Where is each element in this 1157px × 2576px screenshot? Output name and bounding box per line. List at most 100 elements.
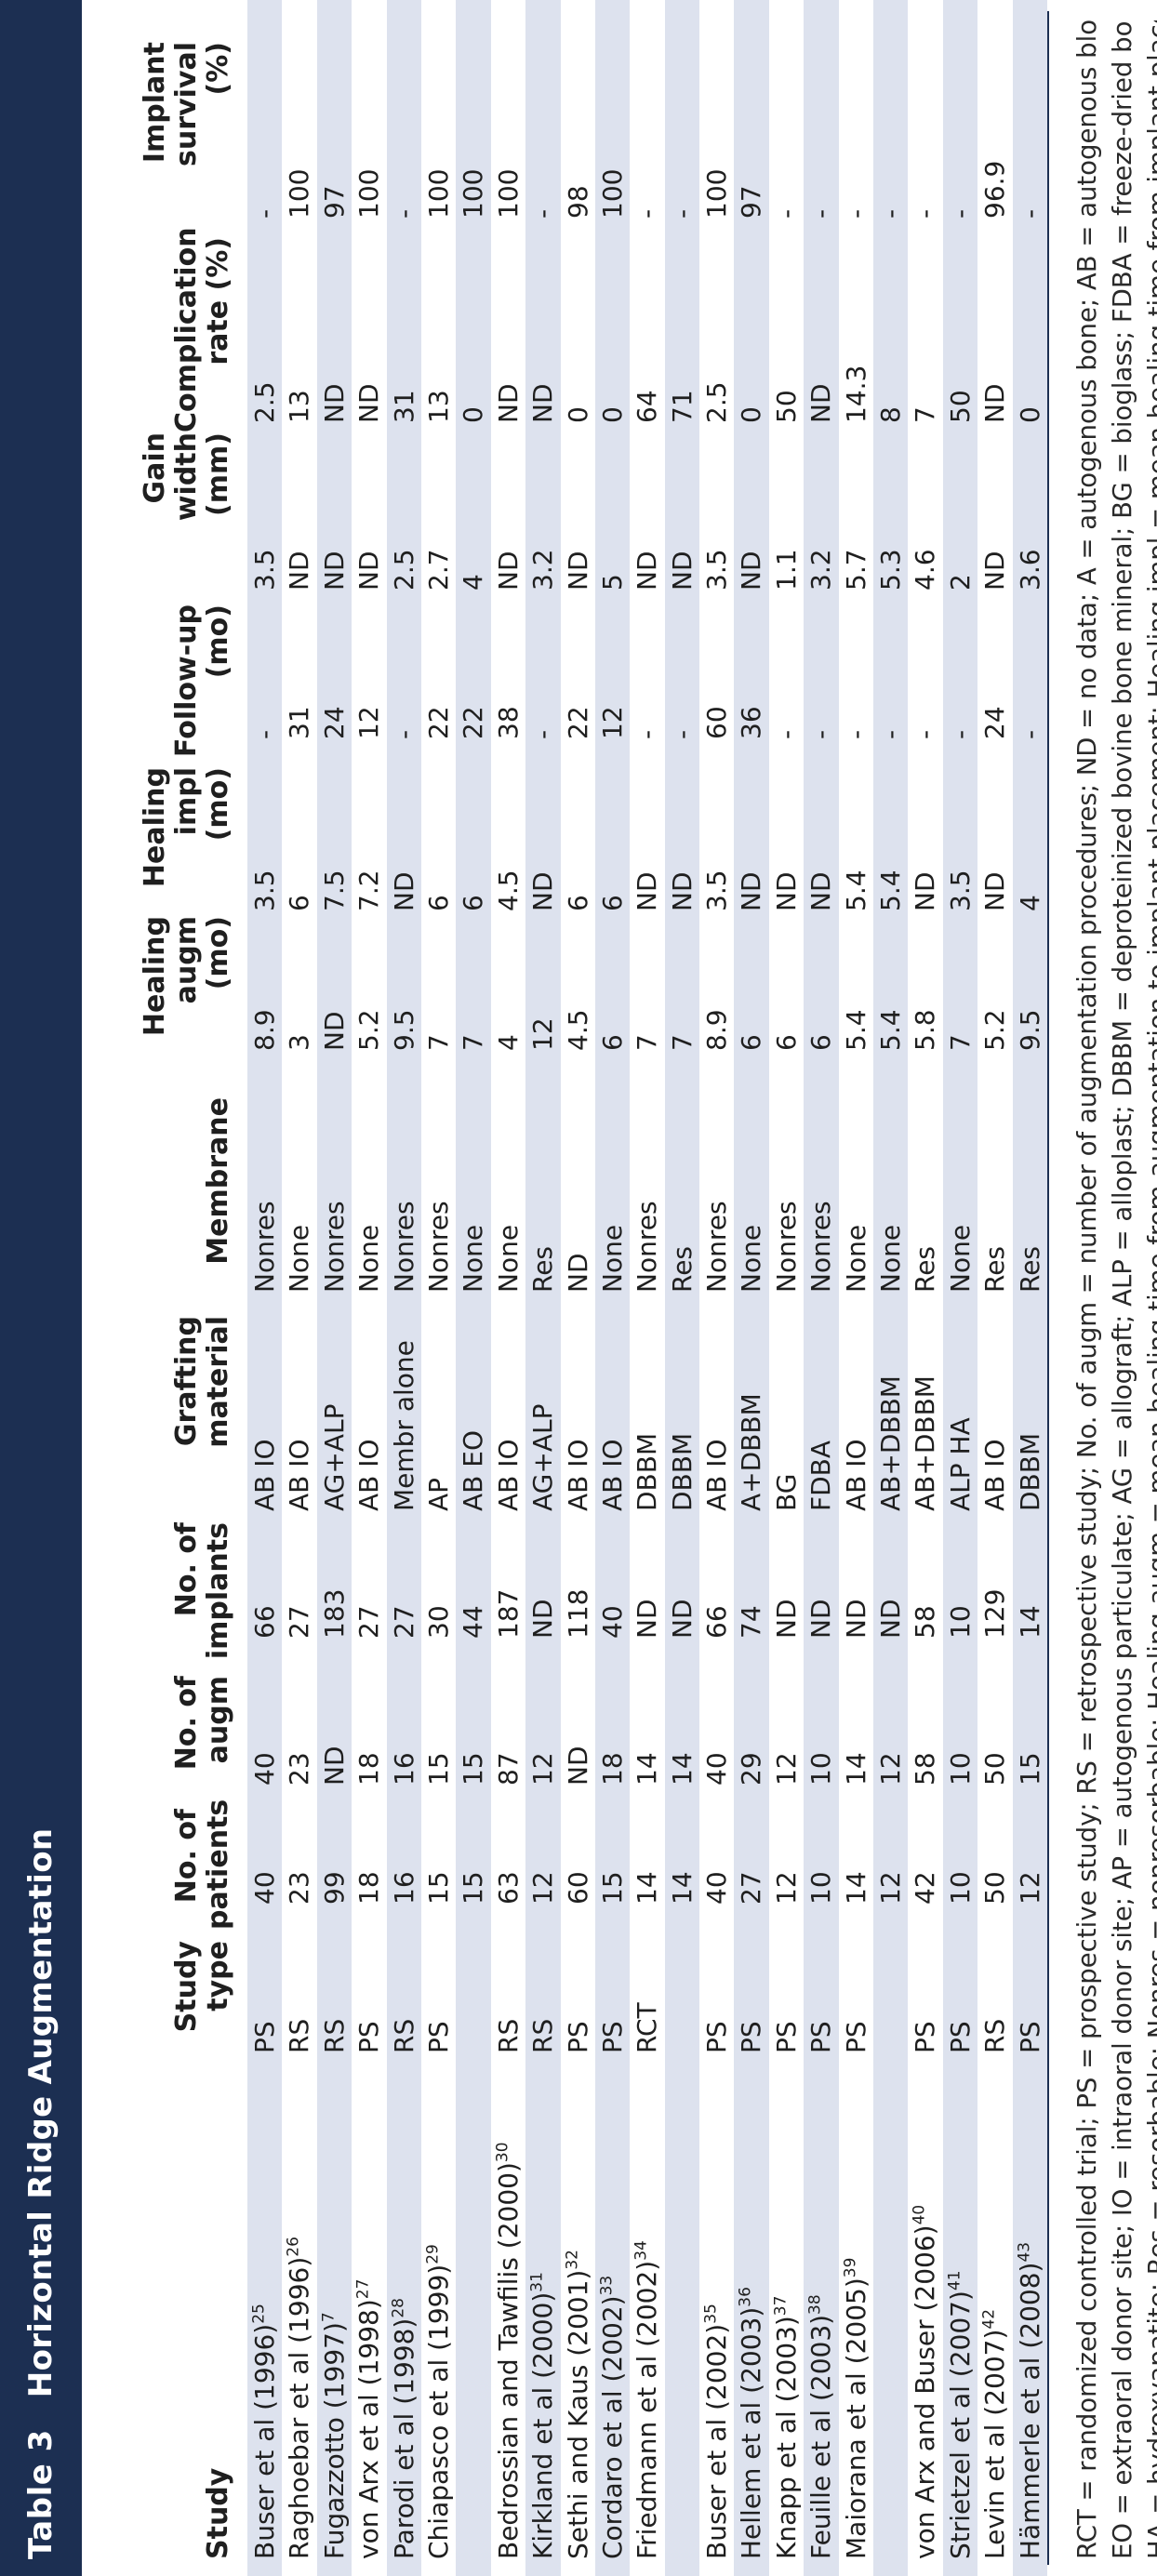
cell-augm: 29 bbox=[736, 1752, 767, 1786]
cell-patients: 40 bbox=[249, 1871, 280, 1905]
cell-material: BG bbox=[770, 1473, 802, 1511]
table-title: Horizontal Ridge Augmentation bbox=[22, 1827, 60, 2398]
reference-superscript: 36 bbox=[737, 2287, 756, 2307]
cell-patients: 12 bbox=[875, 1871, 907, 1905]
cell-augm: 10 bbox=[805, 1752, 837, 1786]
cell-study: Hämmerle et al (2008)43 bbox=[1014, 2241, 1045, 2559]
cell-augm: 12 bbox=[527, 1752, 559, 1786]
cell-patients: 10 bbox=[944, 1871, 976, 1905]
cell-membrane: None bbox=[736, 1224, 767, 1293]
cell-heal-impl: 7.5 bbox=[318, 870, 350, 911]
cell-patients: 50 bbox=[979, 1871, 1011, 1905]
cell-follow: 31 bbox=[284, 706, 315, 739]
cell-patients: 23 bbox=[284, 1871, 315, 1905]
cell-heal-augm: 7 bbox=[458, 1034, 489, 1051]
cell-complication: 0 bbox=[458, 406, 489, 423]
cell-patients: 63 bbox=[492, 1871, 524, 1905]
cell-material: AG+ALP bbox=[318, 1403, 350, 1511]
cell-heal-augm: 5.4 bbox=[840, 1009, 871, 1051]
cell-heal-impl: 3.5 bbox=[944, 870, 976, 911]
data-table: Study Study type No. of patients No. of augm No… bbox=[82, 0, 1049, 2576]
cell-survival: 100 bbox=[422, 168, 454, 219]
cell-heal-impl: 3.5 bbox=[701, 870, 733, 911]
cell-material: AB IO bbox=[492, 1439, 524, 1511]
cell-type: PS bbox=[805, 2021, 837, 2053]
reference-superscript: 31 bbox=[527, 2272, 547, 2292]
cell-gain: 3.2 bbox=[805, 549, 837, 591]
cell-complication: ND bbox=[492, 383, 524, 423]
cell-gain: ND bbox=[353, 551, 385, 591]
cell-gain: 2 bbox=[944, 574, 976, 591]
cell-heal-augm: 6 bbox=[805, 1034, 837, 1051]
reference-superscript: 7 bbox=[319, 2312, 339, 2323]
cell-heal-impl: 6 bbox=[284, 895, 315, 911]
cell-follow: - bbox=[875, 729, 907, 739]
cell-material: AB IO bbox=[284, 1439, 315, 1511]
cell-follow: 22 bbox=[422, 706, 454, 739]
cell-complication: ND bbox=[979, 383, 1011, 423]
cell-study: Chiapasco et al (1999)29 bbox=[422, 2244, 454, 2559]
cell-implants: 44 bbox=[458, 1605, 489, 1639]
cell-membrane: Res bbox=[666, 1245, 698, 1293]
cell-implants: ND bbox=[875, 1599, 907, 1639]
cell-heal-augm: 5.2 bbox=[353, 1009, 385, 1051]
cell-patients: 12 bbox=[527, 1871, 559, 1905]
cell-patients: 40 bbox=[701, 1871, 733, 1905]
cell-study: Fugazzotto (1997)7 bbox=[318, 2312, 350, 2559]
cell-patients: 15 bbox=[458, 1871, 489, 1905]
cell-heal-augm: 6 bbox=[736, 1034, 767, 1051]
cell-material: AB+DBBM bbox=[910, 1375, 941, 1511]
table-row: Feuille et al (2003)38 PS 10 10 ND FDBA Nonres… bbox=[804, 0, 839, 2576]
table-body: Buser et al (1996)25 PS 40 40 66 AB IO Nonres 8… bbox=[247, 0, 1047, 2576]
cell-membrane: Nonres bbox=[770, 1201, 802, 1293]
table-row: Levin et al (2007)42 RS 50 50 129 AB IO Res 5.2… bbox=[977, 0, 1013, 2576]
cell-survival: 100 bbox=[458, 168, 489, 219]
cell-study: Sethi and Kaus (2001)32 bbox=[562, 2250, 593, 2559]
cell-type: PS bbox=[1014, 2021, 1045, 2053]
table-row: Strietzel et al (2007)41 PS 10 10 10 ALP HA No… bbox=[942, 0, 978, 2576]
cell-material: DBBM bbox=[632, 1432, 663, 1511]
cell-heal-augm: 7 bbox=[944, 1034, 976, 1051]
reference-superscript: 27 bbox=[353, 2278, 373, 2300]
cell-type: PS bbox=[944, 2021, 976, 2053]
cell-survival: 100 bbox=[492, 168, 524, 219]
cell-augm: ND bbox=[562, 1746, 593, 1786]
footnote-line: RCT = randomized controlled trial; PS = … bbox=[1072, 20, 1102, 2559]
column-header-patients: No. of patients bbox=[170, 1799, 234, 1930]
cell-heal-impl: ND bbox=[770, 871, 802, 911]
cell-study: Maiorana et al (2005)39 bbox=[840, 2257, 871, 2559]
cell-survival: - bbox=[875, 208, 907, 219]
cell-patients: 42 bbox=[910, 1871, 941, 1905]
cell-heal-impl: 5.4 bbox=[840, 870, 871, 911]
cell-implants: 14 bbox=[1014, 1605, 1045, 1639]
cell-augm: 40 bbox=[701, 1752, 733, 1786]
cell-complication: 14.3 bbox=[840, 365, 871, 423]
column-header-heal-impl: Healing impl (mo) bbox=[139, 767, 234, 888]
table-row: Hämmerle et al (2008)43 PS 12 15 14 DBBM Res 9.… bbox=[1012, 0, 1047, 2576]
cell-type: RS bbox=[388, 2018, 419, 2053]
cell-material: AB EO bbox=[458, 1430, 489, 1511]
cell-survival: - bbox=[910, 208, 941, 219]
table-row: Buser et al (2002)35 PS 40 40 66 AB IO Nonres 8… bbox=[699, 0, 735, 2576]
cell-heal-augm: 8.9 bbox=[701, 1009, 733, 1051]
cell-complication: 2.5 bbox=[249, 381, 280, 423]
reference-superscript: 40 bbox=[911, 2204, 930, 2225]
reference-superscript: 43 bbox=[1015, 2241, 1034, 2263]
cell-survival: 100 bbox=[701, 168, 733, 219]
cell-complication: 50 bbox=[770, 390, 802, 423]
cell-complication: ND bbox=[353, 383, 385, 423]
cell-material: AB IO bbox=[840, 1439, 871, 1511]
cell-augm: ND bbox=[318, 1746, 350, 1786]
cell-heal-augm: 7 bbox=[422, 1034, 454, 1051]
cell-survival: - bbox=[944, 208, 976, 219]
cell-follow: - bbox=[249, 729, 280, 739]
cell-implants: 30 bbox=[422, 1605, 454, 1639]
cell-implants: ND bbox=[666, 1599, 698, 1639]
table-row: Raghoebar et al (1996)26 RS 23 23 27 AB IO Non… bbox=[282, 0, 317, 2576]
cell-augm: 16 bbox=[388, 1752, 419, 1786]
table-row: Chiapasco et al (1999)29 PS 15 15 30 AP Nonres… bbox=[420, 0, 457, 2576]
column-header-study: Study bbox=[202, 2467, 234, 2559]
cell-study: Levin et al (2007)42 bbox=[979, 2308, 1011, 2559]
cell-heal-impl: 6 bbox=[422, 895, 454, 911]
